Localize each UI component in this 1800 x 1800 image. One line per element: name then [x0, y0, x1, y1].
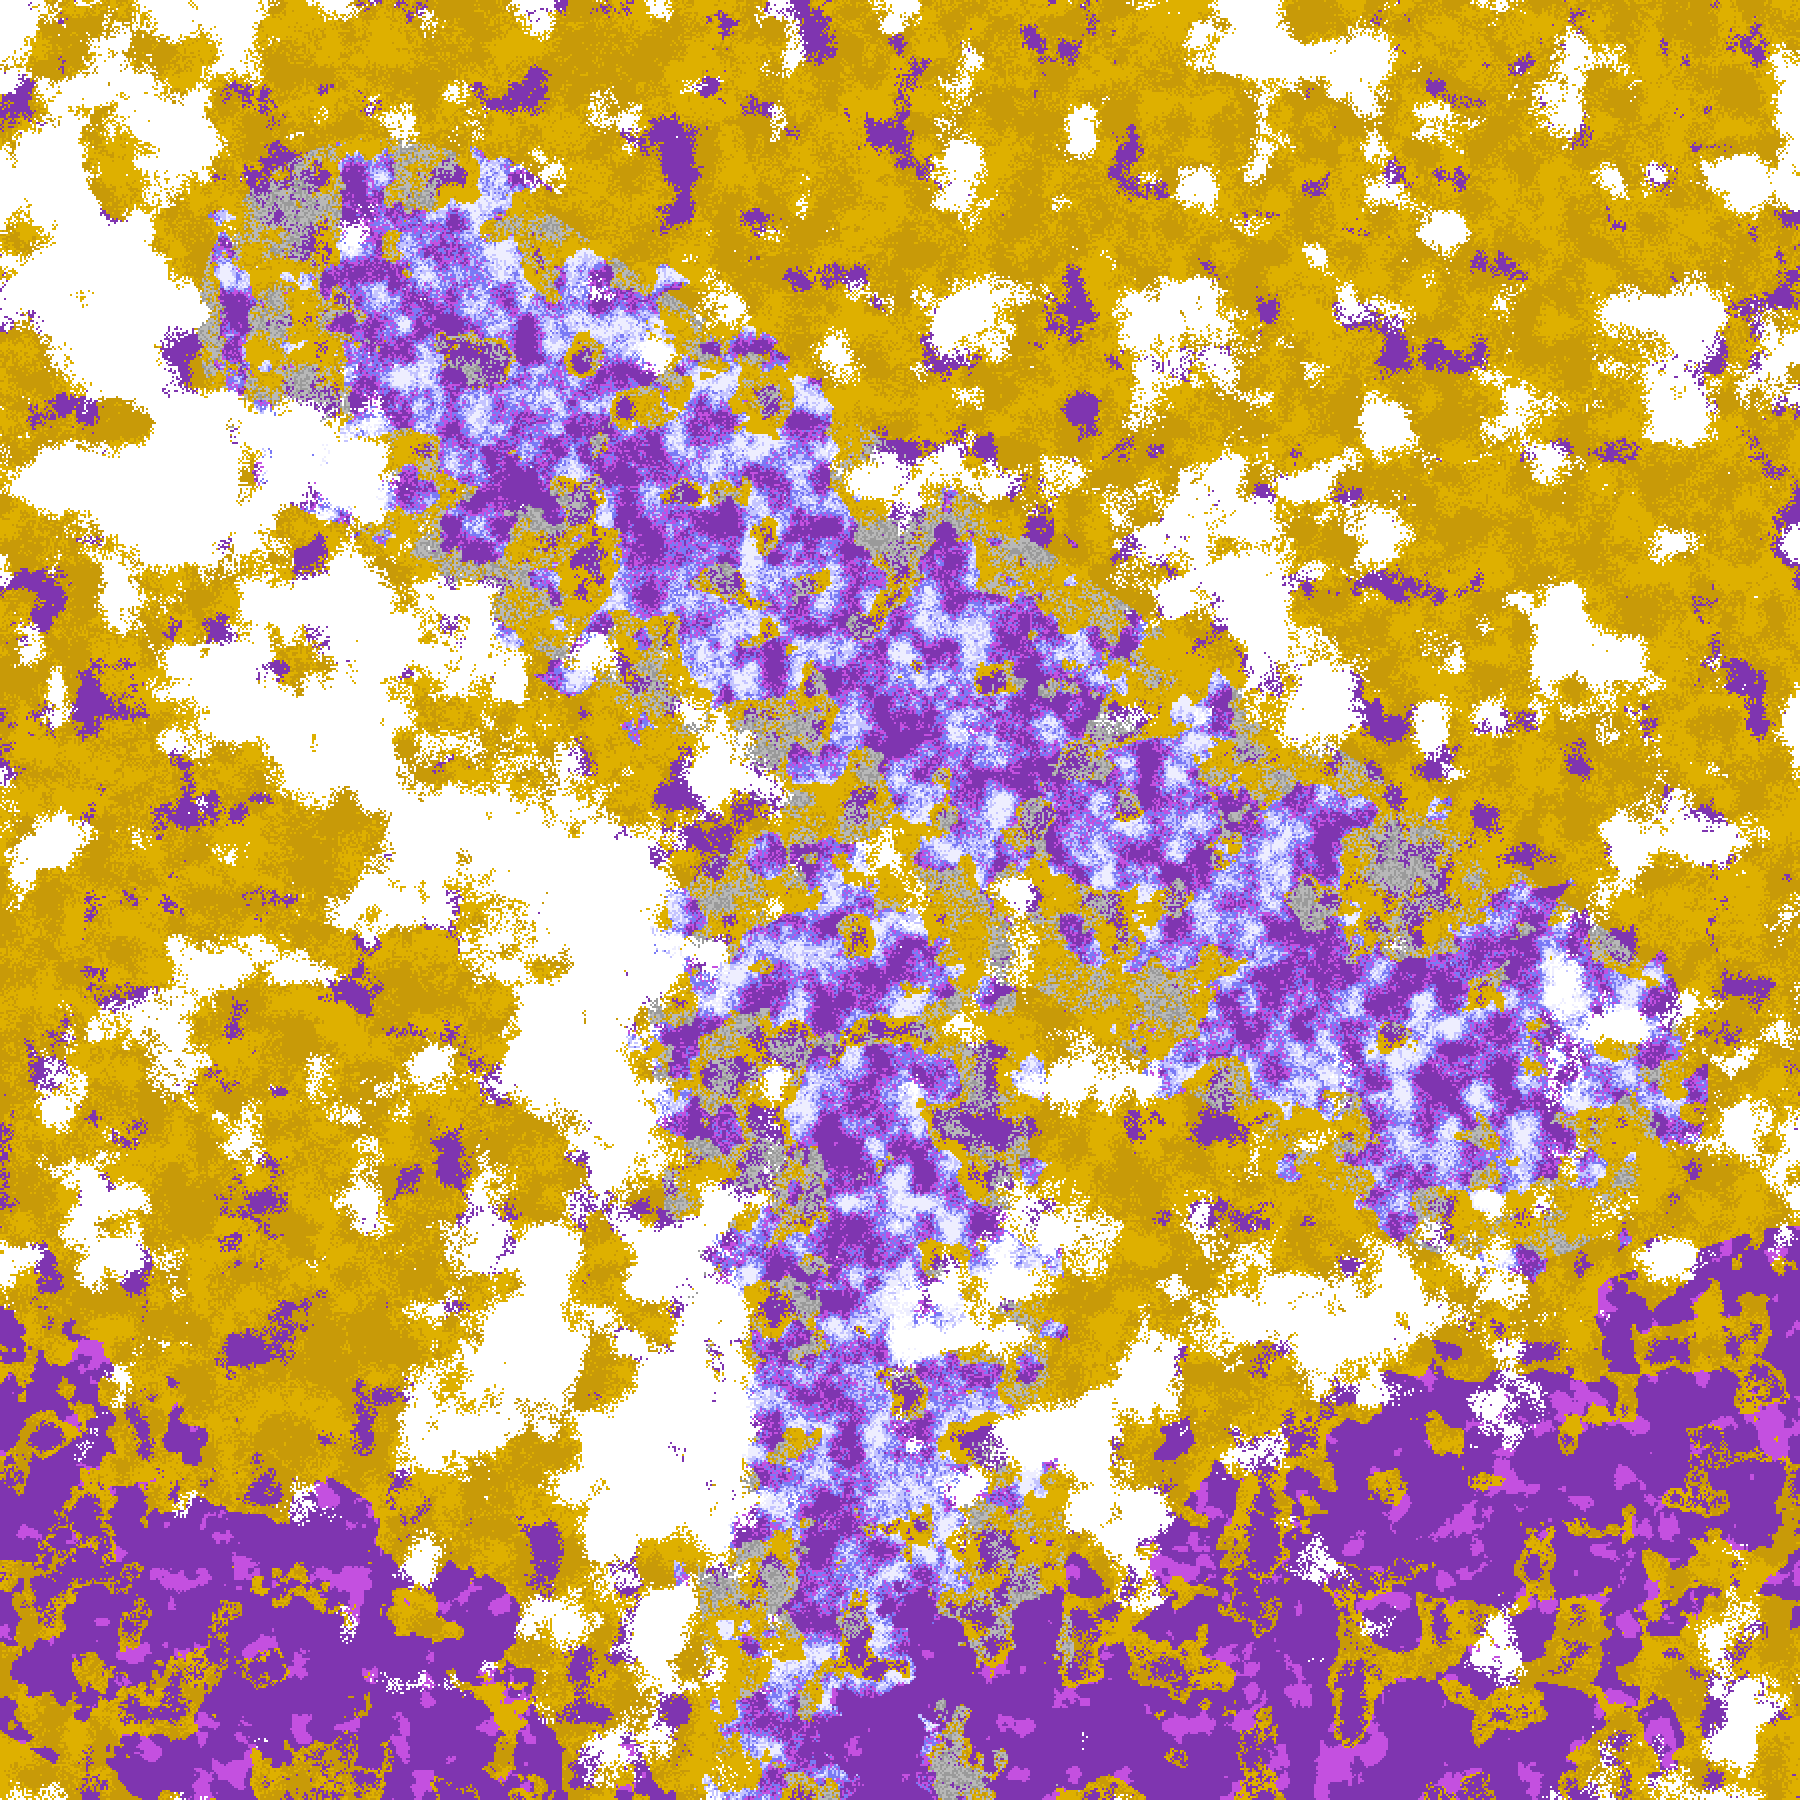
map-view[interactable]: [0, 0, 1800, 1800]
land-cover-raster[interactable]: [0, 0, 1800, 1800]
